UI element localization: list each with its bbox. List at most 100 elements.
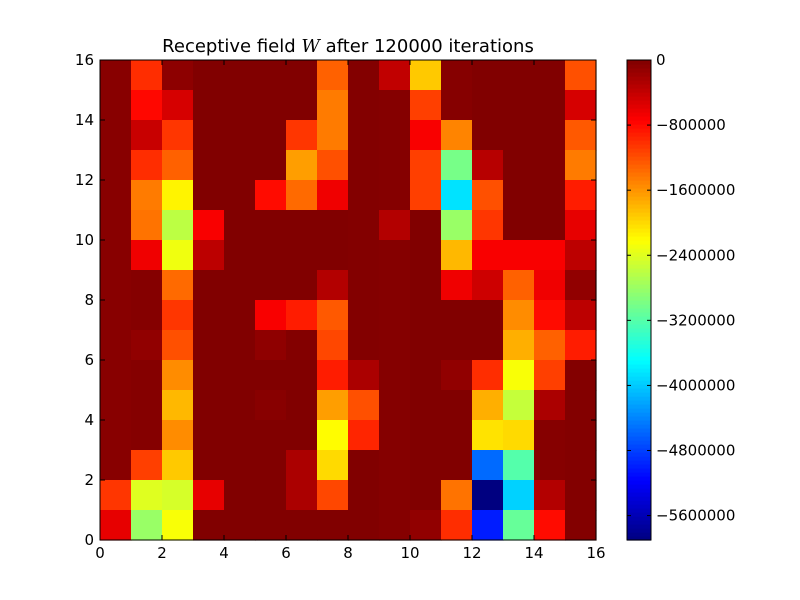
colorbar-segment xyxy=(627,364,651,369)
colorbar-segment xyxy=(627,492,651,497)
heatmap-cell xyxy=(286,390,318,421)
colorbar-segment xyxy=(627,336,651,341)
heatmap-cell xyxy=(534,420,566,451)
colorbar-segment xyxy=(627,508,651,513)
y-tick-label: 0 xyxy=(84,531,94,549)
heatmap-cell xyxy=(131,180,163,211)
heatmap-cell xyxy=(441,390,473,421)
heatmap-cell xyxy=(565,60,597,91)
heatmap-cell xyxy=(286,210,318,241)
heatmap-cell xyxy=(193,90,225,121)
heatmap-cell xyxy=(255,330,287,361)
x-tick-label: 12 xyxy=(462,544,481,562)
heatmap-cell xyxy=(503,210,535,241)
heatmap-cell xyxy=(472,360,504,391)
heatmap-cell xyxy=(286,270,318,301)
heatmap-cell xyxy=(472,210,504,241)
colorbar-tick-label: −3200000 xyxy=(656,311,735,329)
heatmap-cell xyxy=(534,210,566,241)
heatmap-cell xyxy=(410,90,442,121)
heatmap-cell xyxy=(100,480,132,511)
heatmap-cell xyxy=(534,390,566,421)
colorbar-segment xyxy=(627,320,651,325)
heatmap-cell xyxy=(410,480,442,511)
heatmap-cell xyxy=(441,240,473,271)
heatmap-cell xyxy=(100,240,132,271)
colorbar-segment xyxy=(627,432,651,437)
heatmap-cell xyxy=(286,60,318,91)
heatmap-cell xyxy=(441,420,473,451)
y-tick-label: 6 xyxy=(84,351,94,369)
heatmap-cell xyxy=(348,510,380,541)
heatmap-cell xyxy=(131,120,163,151)
heatmap-cell xyxy=(286,90,318,121)
heatmap-cell xyxy=(224,480,256,511)
heatmap-cell xyxy=(255,150,287,181)
colorbar-segment xyxy=(627,360,651,365)
y-tick-label: 4 xyxy=(84,411,94,429)
heatmap-cell xyxy=(441,480,473,511)
heatmap-cell xyxy=(503,120,535,151)
heatmap-cell xyxy=(193,270,225,301)
heatmap-cell xyxy=(224,90,256,121)
colorbar-segment xyxy=(627,144,651,149)
heatmap-cell xyxy=(534,300,566,331)
heatmap-cell xyxy=(162,420,194,451)
colorbar-segment xyxy=(627,208,651,213)
colorbar-segment xyxy=(627,284,651,289)
heatmap-cell xyxy=(224,240,256,271)
heatmap-cell xyxy=(317,420,349,451)
colorbar-segment xyxy=(627,404,651,409)
colorbar-segment xyxy=(627,468,651,473)
colorbar-segment xyxy=(627,232,651,237)
heatmap-cell xyxy=(472,180,504,211)
colorbar-tick-label: −4800000 xyxy=(656,442,735,460)
heatmap-cell xyxy=(162,240,194,271)
heatmap-cell xyxy=(162,330,194,361)
heatmap-cell xyxy=(379,300,411,331)
colorbar-segment xyxy=(627,312,651,317)
colorbar-segment xyxy=(627,216,651,221)
colorbar-tick-label: −2400000 xyxy=(656,246,735,264)
heatmap-cell xyxy=(193,120,225,151)
heatmap-cell xyxy=(224,120,256,151)
heatmap-cell xyxy=(348,240,380,271)
colorbar-segment xyxy=(627,156,651,161)
colorbar-segment xyxy=(627,192,651,197)
colorbar-segment xyxy=(627,452,651,457)
heatmap-cell xyxy=(193,480,225,511)
heatmap-cell xyxy=(317,390,349,421)
colorbar-segment xyxy=(627,72,651,77)
x-tick-label: 2 xyxy=(157,544,167,562)
heatmap-cell xyxy=(286,330,318,361)
heatmap-cell xyxy=(441,450,473,481)
heatmap-cell xyxy=(255,360,287,391)
heatmap-cell xyxy=(565,330,597,361)
heatmap-cell xyxy=(224,330,256,361)
heatmap-cell xyxy=(224,150,256,181)
colorbar-segment xyxy=(627,340,651,345)
heatmap-cell xyxy=(379,330,411,361)
heatmap-cell xyxy=(162,210,194,241)
heatmap-cell xyxy=(348,210,380,241)
colorbar-segment xyxy=(627,368,651,373)
colorbar-segment xyxy=(627,176,651,181)
heatmap-cell xyxy=(317,510,349,541)
heatmap-cell xyxy=(100,150,132,181)
heatmap-cell xyxy=(162,60,194,91)
colorbar-frame xyxy=(626,59,652,541)
y-tick-label: 14 xyxy=(75,111,94,129)
heatmap-cell xyxy=(379,450,411,481)
heatmap-cell xyxy=(162,90,194,121)
heatmap-cell xyxy=(348,330,380,361)
heatmap-cell xyxy=(317,360,349,391)
heatmap-cell xyxy=(503,180,535,211)
heatmap-cell xyxy=(162,360,194,391)
heatmap-cell xyxy=(100,450,132,481)
colorbar-segment xyxy=(627,532,651,537)
heatmap-cell xyxy=(317,120,349,151)
heatmap-cell xyxy=(131,90,163,121)
colorbar-segment xyxy=(627,428,651,433)
colorbar-segment xyxy=(627,228,651,233)
heatmap-cell xyxy=(503,360,535,391)
